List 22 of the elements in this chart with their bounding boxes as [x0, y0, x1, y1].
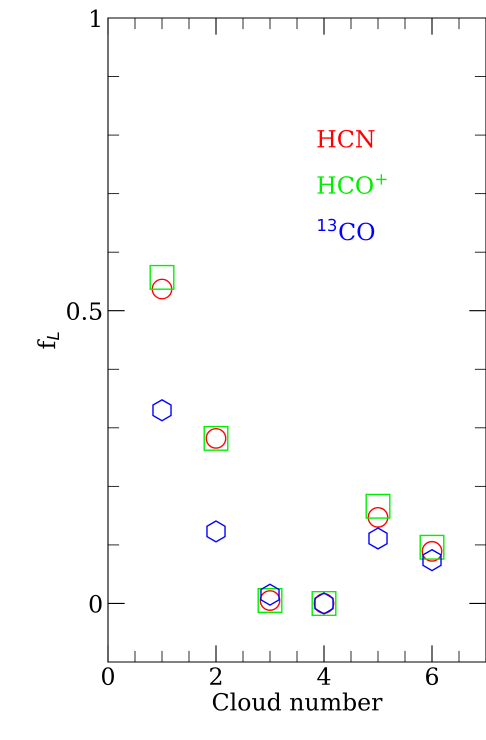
x-tick-label: 0	[102, 667, 114, 686]
y-tick-label: 0.5	[67, 302, 102, 320]
x-tick-label: 6	[426, 667, 438, 686]
point	[260, 584, 280, 606]
x-axis-title: Cloud number	[212, 692, 382, 711]
point	[366, 494, 390, 519]
point	[206, 520, 226, 543]
point	[152, 399, 172, 422]
point	[368, 527, 388, 550]
x-tick-label: 2	[210, 667, 222, 685]
y-tick-label: 0	[90, 594, 102, 613]
y-tick-label: 1	[91, 9, 100, 27]
text: HCO$^{+}$	[317, 174, 387, 194]
point	[420, 534, 444, 560]
text: $^{13}$CO	[318, 218, 374, 240]
point	[152, 278, 172, 300]
point	[150, 264, 174, 290]
text: HCN	[317, 130, 374, 148]
point	[368, 506, 388, 528]
point	[422, 549, 442, 572]
y-axis-title: f$_{L}$	[37, 332, 59, 349]
x-tick-label: 4	[317, 667, 330, 685]
